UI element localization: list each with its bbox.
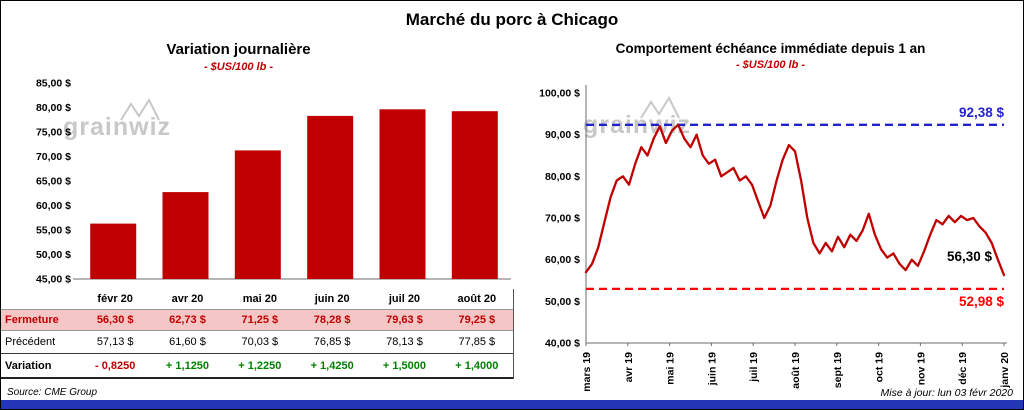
svg-text:80,00 $: 80,00 $: [545, 171, 580, 183]
table-cell: + 1,4000: [455, 359, 499, 372]
table-cell: 78,28 $: [313, 314, 351, 326]
table-cell: 79,63 $: [386, 314, 423, 326]
svg-text:90,00 $: 90,00 $: [545, 129, 580, 141]
svg-text:65,00 $: 65,00 $: [36, 176, 71, 188]
table-row-variation: Variation - 0,8250 + 1,1250 + 1,2250 + 1…: [1, 354, 513, 379]
table-cell: 76,85 $: [313, 336, 351, 348]
grainwiz-watermark: grainwiz: [63, 98, 172, 142]
table-row-fermeture: Fermeture 56,30 $ 62,73 $ 71,25 $ 78,28 …: [1, 309, 513, 331]
svg-text:avr 19: avr 19: [623, 352, 635, 383]
svg-text:85,00 $: 85,00 $: [36, 78, 71, 90]
row-label-variation: Variation: [5, 359, 52, 372]
table-cell: + 1,5000: [382, 359, 427, 372]
line-chart-title: Comportement échéance immédiate depuis 1…: [615, 41, 926, 56]
svg-text:août 19: août 19: [790, 352, 802, 389]
svg-text:52,98 $: 52,98 $: [959, 294, 1005, 309]
line-chart-panel: Comportement échéance immédiate depuis 1…: [516, 37, 1023, 399]
table-cell: + 1,2250: [238, 359, 282, 372]
line-chart: 40,00 $ 50,00 $ 60,00 $ 70,00 $ 80,00 $ 90,00…: [539, 85, 1011, 392]
svg-text:45,00 $: 45,00 $: [36, 274, 71, 286]
svg-text:80,00 $: 80,00 $: [36, 102, 71, 114]
line-chart-subtitle: - $US/100 lb -: [735, 59, 806, 71]
row-label-precedent: Précédent: [5, 336, 56, 348]
grainwiz-logo-peak-icon: [120, 98, 160, 121]
bar-chart-subtitle: - $US/100 lb -: [203, 61, 274, 73]
table-cell: 77,85 $: [458, 336, 496, 348]
bar-chart-panel: Variation journalière - $US/100 lb - 45,…: [1, 37, 516, 389]
svg-text:juin 19: juin 19: [706, 352, 718, 386]
table-header-row: févr 20 avr 20 mai 20 juin 20 juil 20 ao…: [1, 289, 513, 309]
svg-text:60,00 $: 60,00 $: [36, 200, 71, 212]
row-label-fermeture: Fermeture: [5, 314, 59, 326]
svg-text:janv 20: janv 20: [999, 352, 1011, 389]
svg-text:40,00 $: 40,00 $: [545, 338, 580, 350]
svg-text:déc 19: déc 19: [957, 352, 969, 385]
svg-text:92,38 $: 92,38 $: [959, 105, 1005, 120]
svg-text:56,30 $: 56,30 $: [947, 249, 993, 264]
data-table: févr 20 avr 20 mai 20 juin 20 juil 20 ao…: [1, 289, 514, 379]
svg-text:50,00 $: 50,00 $: [36, 249, 71, 261]
table-row-precedent: Précédent 57,13 $ 61,60 $ 70,03 $ 76,85 …: [1, 331, 513, 354]
month-label: avr 20: [171, 293, 204, 305]
svg-text:juil 19: juil 19: [748, 352, 760, 383]
month-label: févr 20: [97, 293, 133, 305]
svg-text:oct 19: oct 19: [874, 352, 886, 383]
grainwiz-logo-peak-icon: [640, 96, 680, 119]
table-cell: + 1,1250: [165, 359, 210, 372]
month-label: juin 20: [314, 293, 350, 305]
svg-text:sept 19: sept 19: [832, 352, 844, 388]
svg-text:75,00 $: 75,00 $: [36, 127, 71, 139]
table-cell: 56,30 $: [96, 314, 134, 326]
month-label: août 20: [457, 293, 497, 305]
svg-text:70,00 $: 70,00 $: [36, 151, 71, 163]
svg-text:mai 19: mai 19: [665, 352, 677, 385]
updated-note: Mise à jour: lun 03 févr 2020: [880, 387, 1014, 399]
month-label: juil 20: [388, 293, 421, 305]
svg-text:70,00 $: 70,00 $: [545, 213, 580, 225]
source-note: Source: CME Group: [7, 387, 98, 398]
table-cell: 62,73 $: [169, 314, 206, 326]
svg-text:50,00 $: 50,00 $: [545, 296, 580, 308]
bar-chart-title: Variation journalière: [166, 41, 311, 58]
svg-text:55,00 $: 55,00 $: [36, 225, 71, 237]
table-cell: 57,13 $: [96, 336, 134, 348]
svg-text:60,00 $: 60,00 $: [545, 254, 580, 266]
bar-chart: 45,00 $ 50,00 $ 55,00 $ 60,00 $ 65,00 $ 70,00…: [36, 78, 511, 286]
table-cell: 79,25 $: [458, 314, 496, 326]
table-cell: 71,25 $: [241, 314, 279, 326]
table-cell: 78,13 $: [386, 336, 423, 348]
table-cell: 70,03 $: [241, 336, 279, 348]
page-title: Marché du porc à Chicago: [405, 10, 619, 29]
svg-text:nov 19: nov 19: [915, 352, 927, 385]
svg-text:100,00 $: 100,00 $: [539, 88, 580, 100]
month-label: mai 20: [242, 293, 277, 305]
svg-text:mars 19: mars 19: [581, 352, 593, 392]
table-cell: 61,60 $: [169, 336, 206, 348]
table-cell: - 0,8250: [94, 359, 136, 372]
bottom-strip: [1, 400, 1023, 409]
table-cell: + 1,4250: [310, 359, 354, 372]
grainwiz-watermark-text: grainwiz: [63, 113, 172, 141]
